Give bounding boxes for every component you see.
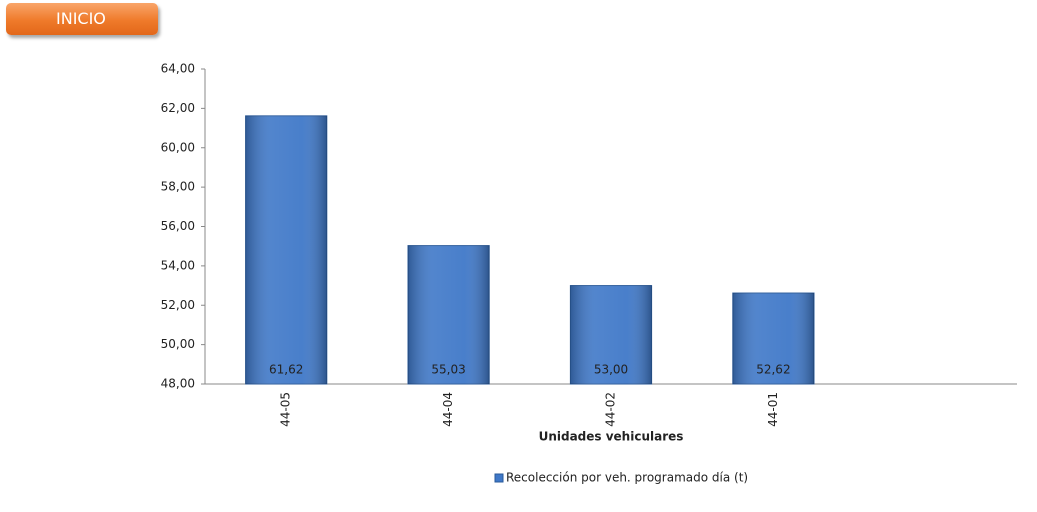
x-tick-label: 44-02	[604, 392, 618, 427]
value-label: 53,00	[594, 363, 628, 377]
y-tick-label: 56,00	[161, 219, 195, 233]
y-tick-label: 52,00	[161, 298, 195, 312]
x-tick-label: 44-04	[441, 392, 455, 427]
value-label: 61,62	[269, 363, 303, 377]
y-tick-label: 48,00	[161, 377, 195, 391]
y-tick-label: 50,00	[161, 337, 195, 351]
bar-shade	[570, 285, 652, 384]
y-tick-label: 62,00	[161, 101, 195, 115]
legend-swatch	[494, 473, 504, 483]
y-tick-label: 64,00	[161, 62, 195, 76]
bar-shade	[245, 115, 327, 384]
y-tick-label: 60,00	[161, 140, 195, 154]
y-tick-label: 58,00	[161, 180, 195, 194]
value-label: 52,62	[756, 363, 790, 377]
y-tick-label: 54,00	[161, 258, 195, 272]
x-tick-label: 44-05	[279, 392, 293, 427]
inicio-button[interactable]: INICIO	[6, 3, 158, 35]
x-axis-title: Unidades vehiculares	[539, 430, 684, 444]
legend-label: Recolección por veh. programado día (t)	[506, 471, 748, 485]
x-tick-label: 44-01	[766, 392, 780, 427]
bar-shade	[408, 245, 490, 384]
value-label: 55,03	[431, 363, 465, 377]
bar-shade	[732, 293, 814, 384]
